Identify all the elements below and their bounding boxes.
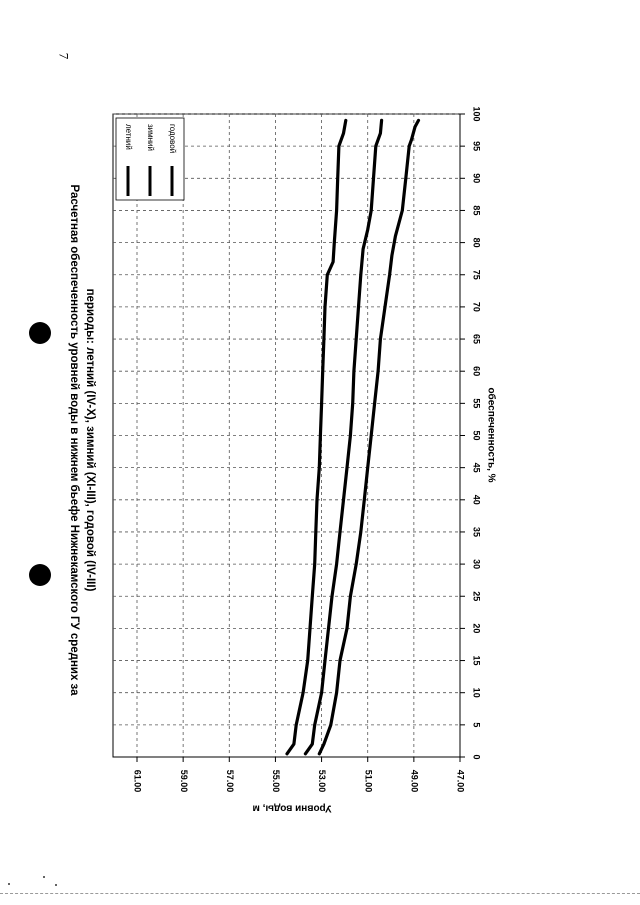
x-tick-label: 60 [472, 366, 482, 376]
scan-edge-line [0, 893, 640, 894]
x-tick-label: 80 [472, 238, 482, 248]
chart-title-line-1: Расчетная обеспеченность уровней воды в … [68, 184, 80, 696]
chart-title-line-2: периоды: летний (IV-X), зимний (XI-III),… [84, 289, 96, 592]
series-line-зимний [303, 118, 384, 756]
x-tick-label: 40 [472, 495, 482, 505]
x-tick-label: 50 [472, 430, 482, 440]
x-tick-label: 5 [472, 722, 482, 727]
y-tick-label: 51.00 [363, 770, 373, 793]
y-axis-title: Уровни воды, м [252, 802, 331, 813]
x-tick-label: 100 [472, 106, 482, 121]
x-tick-label: 20 [472, 623, 482, 633]
x-tick-label: 15 [472, 656, 482, 666]
x-tick-label: 65 [472, 334, 482, 344]
chart-layer: 47.00 49.00 51.00 53.00 55.00 57.00 59.00 61.00… [68, 106, 497, 813]
y-tick-label: 49.00 [409, 770, 419, 793]
scan-speck [55, 884, 57, 886]
scan-speck [43, 876, 45, 878]
x-tick-label: 25 [472, 591, 482, 601]
x-axis-title: обеспеченность, % [485, 387, 497, 482]
y-tick-label: 57.00 [225, 770, 235, 793]
punch-hole [29, 322, 51, 344]
x-tick-label: 70 [472, 302, 482, 312]
legend-label-годовой: годовой [168, 124, 177, 153]
y-tick-label: 53.00 [317, 770, 327, 793]
x-tick-label: 45 [472, 463, 482, 473]
y-tick-label: 61.00 [133, 770, 143, 793]
legend-label-зимний: зимний [146, 124, 155, 151]
series-line-годовой [317, 118, 421, 756]
y-tick-label: 59.00 [179, 770, 189, 793]
y-tick-label: 55.00 [271, 770, 281, 793]
x-tick-label: 75 [472, 270, 482, 280]
x-tick-label: 90 [472, 173, 482, 183]
punch-hole [29, 564, 51, 586]
x-tick-label: 10 [472, 688, 482, 698]
x-tick-label: 0 [472, 754, 482, 759]
x-tick-label: 95 [472, 141, 482, 151]
x-tick-label: 30 [472, 559, 482, 569]
series-line-летний [285, 118, 348, 756]
legend-label-летний: летний [124, 124, 133, 150]
x-tick-label: 55 [472, 398, 482, 408]
y-tick-label: 47.00 [456, 770, 466, 793]
scan-speck [8, 883, 10, 885]
x-tick-label: 85 [472, 205, 482, 215]
x-tick-label: 35 [472, 527, 482, 537]
